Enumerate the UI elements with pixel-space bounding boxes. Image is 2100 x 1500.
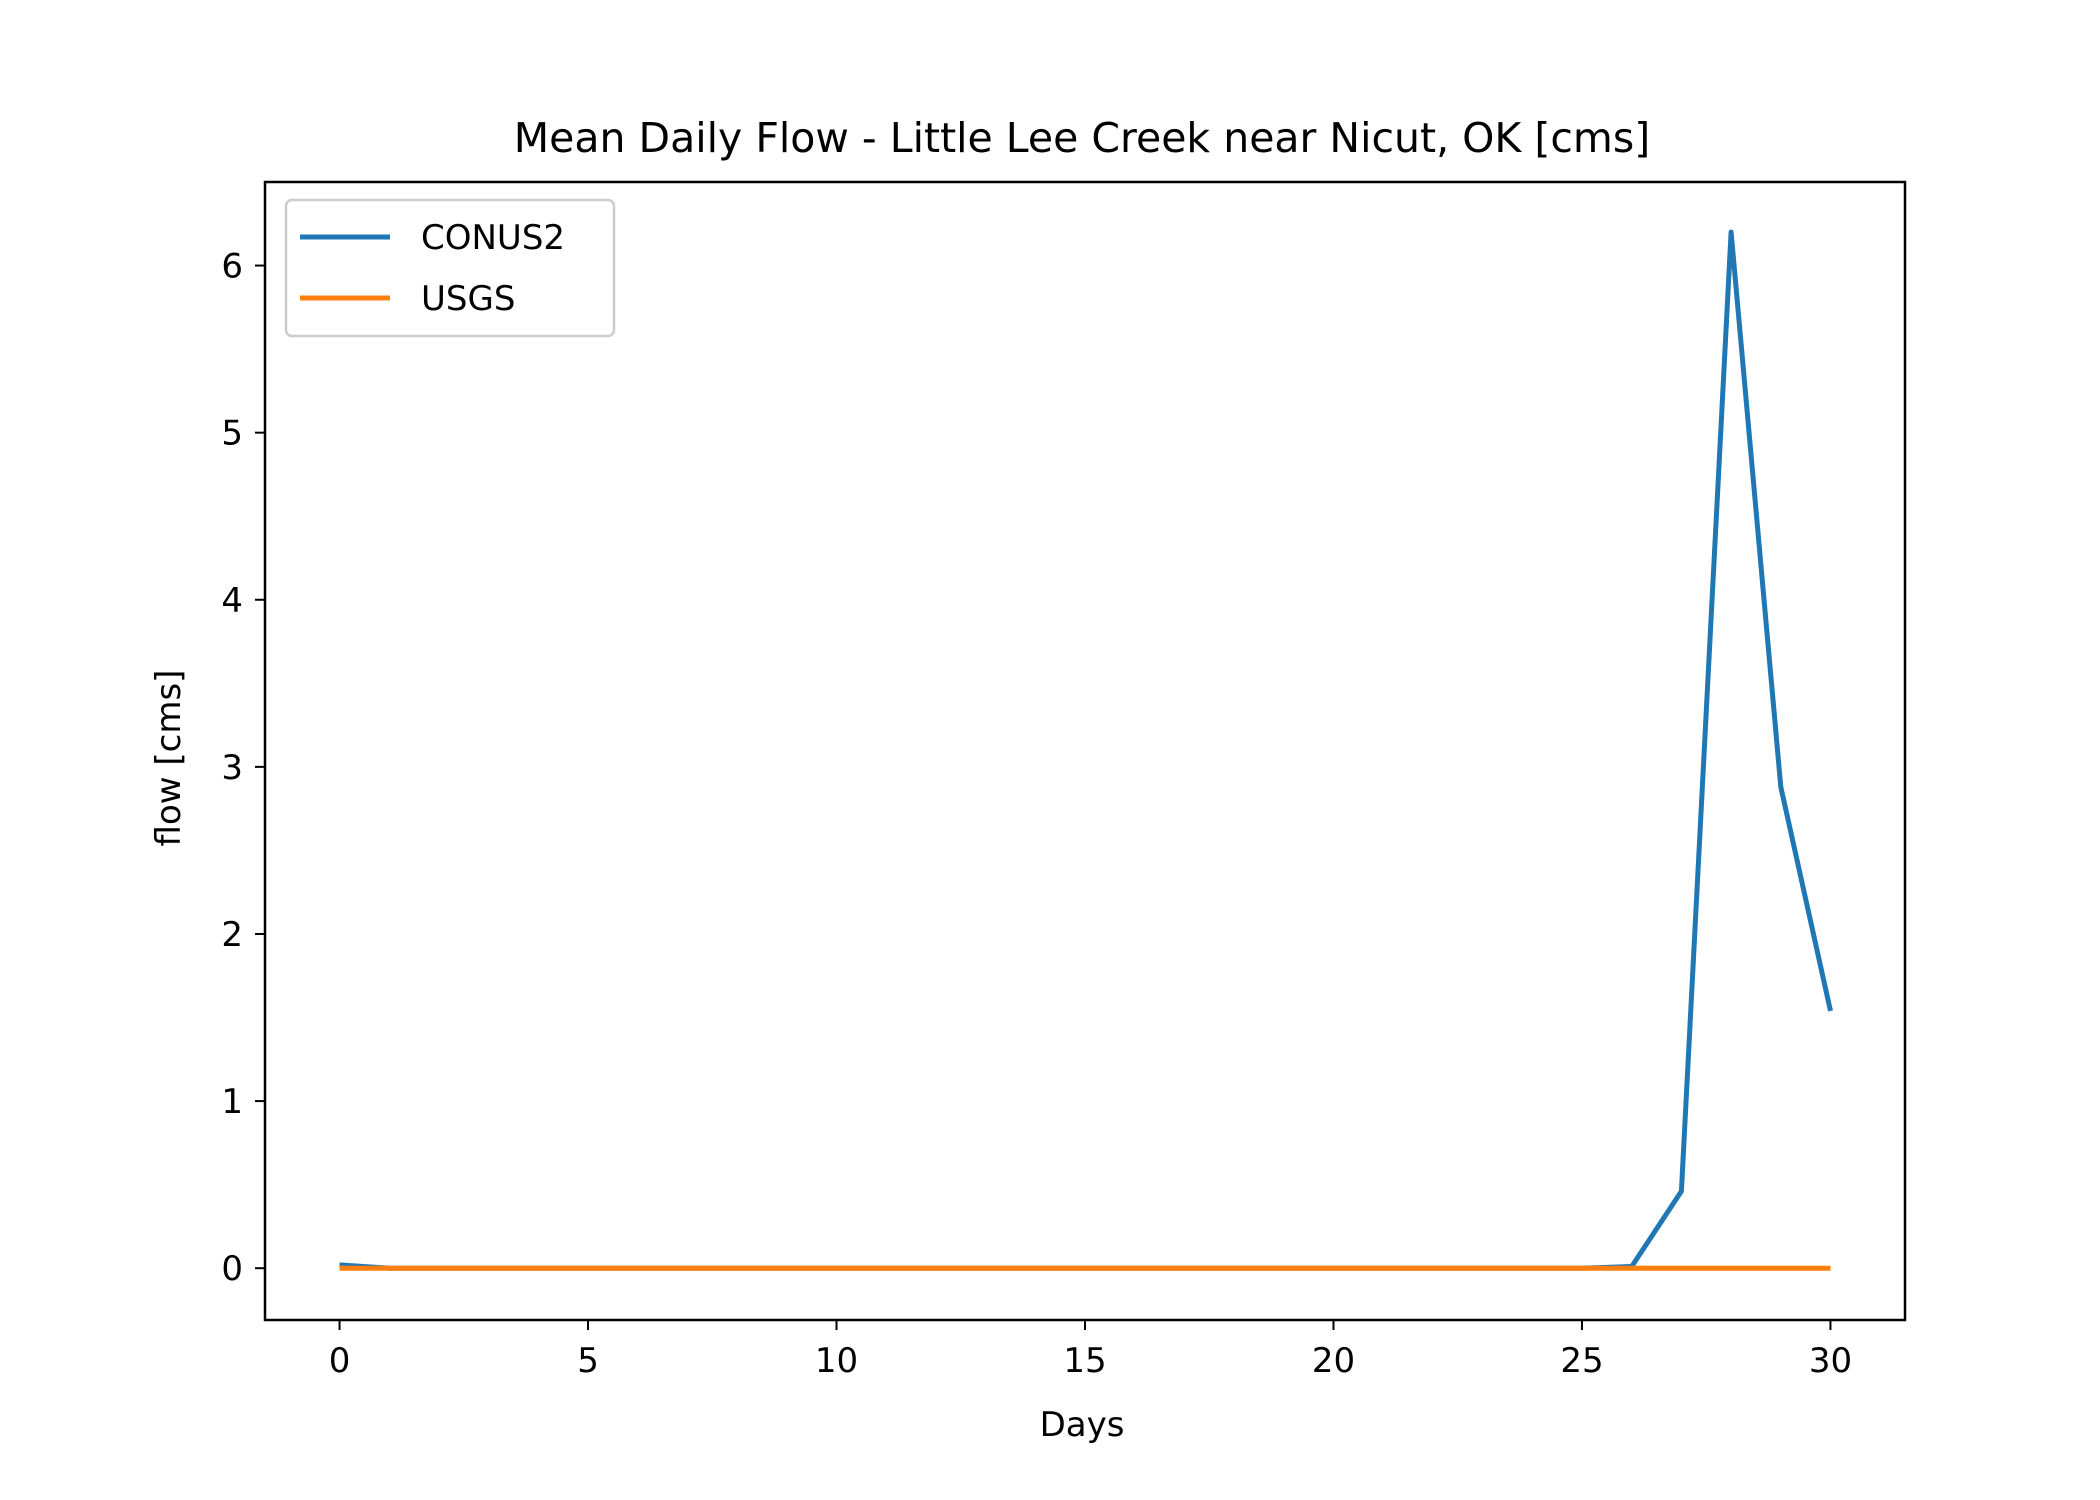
x-tick-label: 10 — [815, 1341, 858, 1381]
y-axis-title: flow [cms] — [149, 670, 189, 847]
x-tick-label: 0 — [329, 1341, 351, 1381]
x-axis-ticks: 0 5 10 15 20 25 30 — [329, 1320, 1852, 1381]
x-tick-label: 25 — [1560, 1341, 1603, 1381]
legend-label-usgs: USGS — [421, 279, 515, 319]
y-tick-label: 2 — [221, 915, 243, 955]
x-tick-label: 5 — [577, 1341, 599, 1381]
legend-item-conus2: CONUS2 — [300, 218, 565, 258]
legend-box — [284, 198, 616, 338]
legend: CONUS2 USGS — [284, 198, 616, 338]
y-axis-ticks: 0 1 2 3 4 5 6 — [221, 247, 265, 1289]
legend-item-usgs: USGS — [300, 279, 515, 319]
plot-area: 0 5 10 15 20 25 30 0 1 2 3 4 5 6 — [221, 180, 1907, 1381]
y-tick-label: 6 — [221, 247, 243, 287]
x-tick-label: 30 — [1809, 1341, 1852, 1381]
y-tick-label: 0 — [221, 1249, 243, 1289]
x-tick-label: 20 — [1312, 1341, 1355, 1381]
y-tick-label: 1 — [221, 1082, 243, 1122]
y-tick-label: 5 — [221, 414, 243, 454]
series-lines — [339, 229, 1833, 1271]
y-tick-label: 3 — [221, 748, 243, 788]
legend-label-conus2: CONUS2 — [421, 218, 565, 258]
chart-title: Mean Daily Flow - Little Lee Creek near … — [514, 114, 1650, 162]
x-axis-title: Days — [1040, 1405, 1125, 1445]
y-tick-label: 4 — [221, 581, 243, 621]
x-tick-label: 15 — [1063, 1341, 1106, 1381]
